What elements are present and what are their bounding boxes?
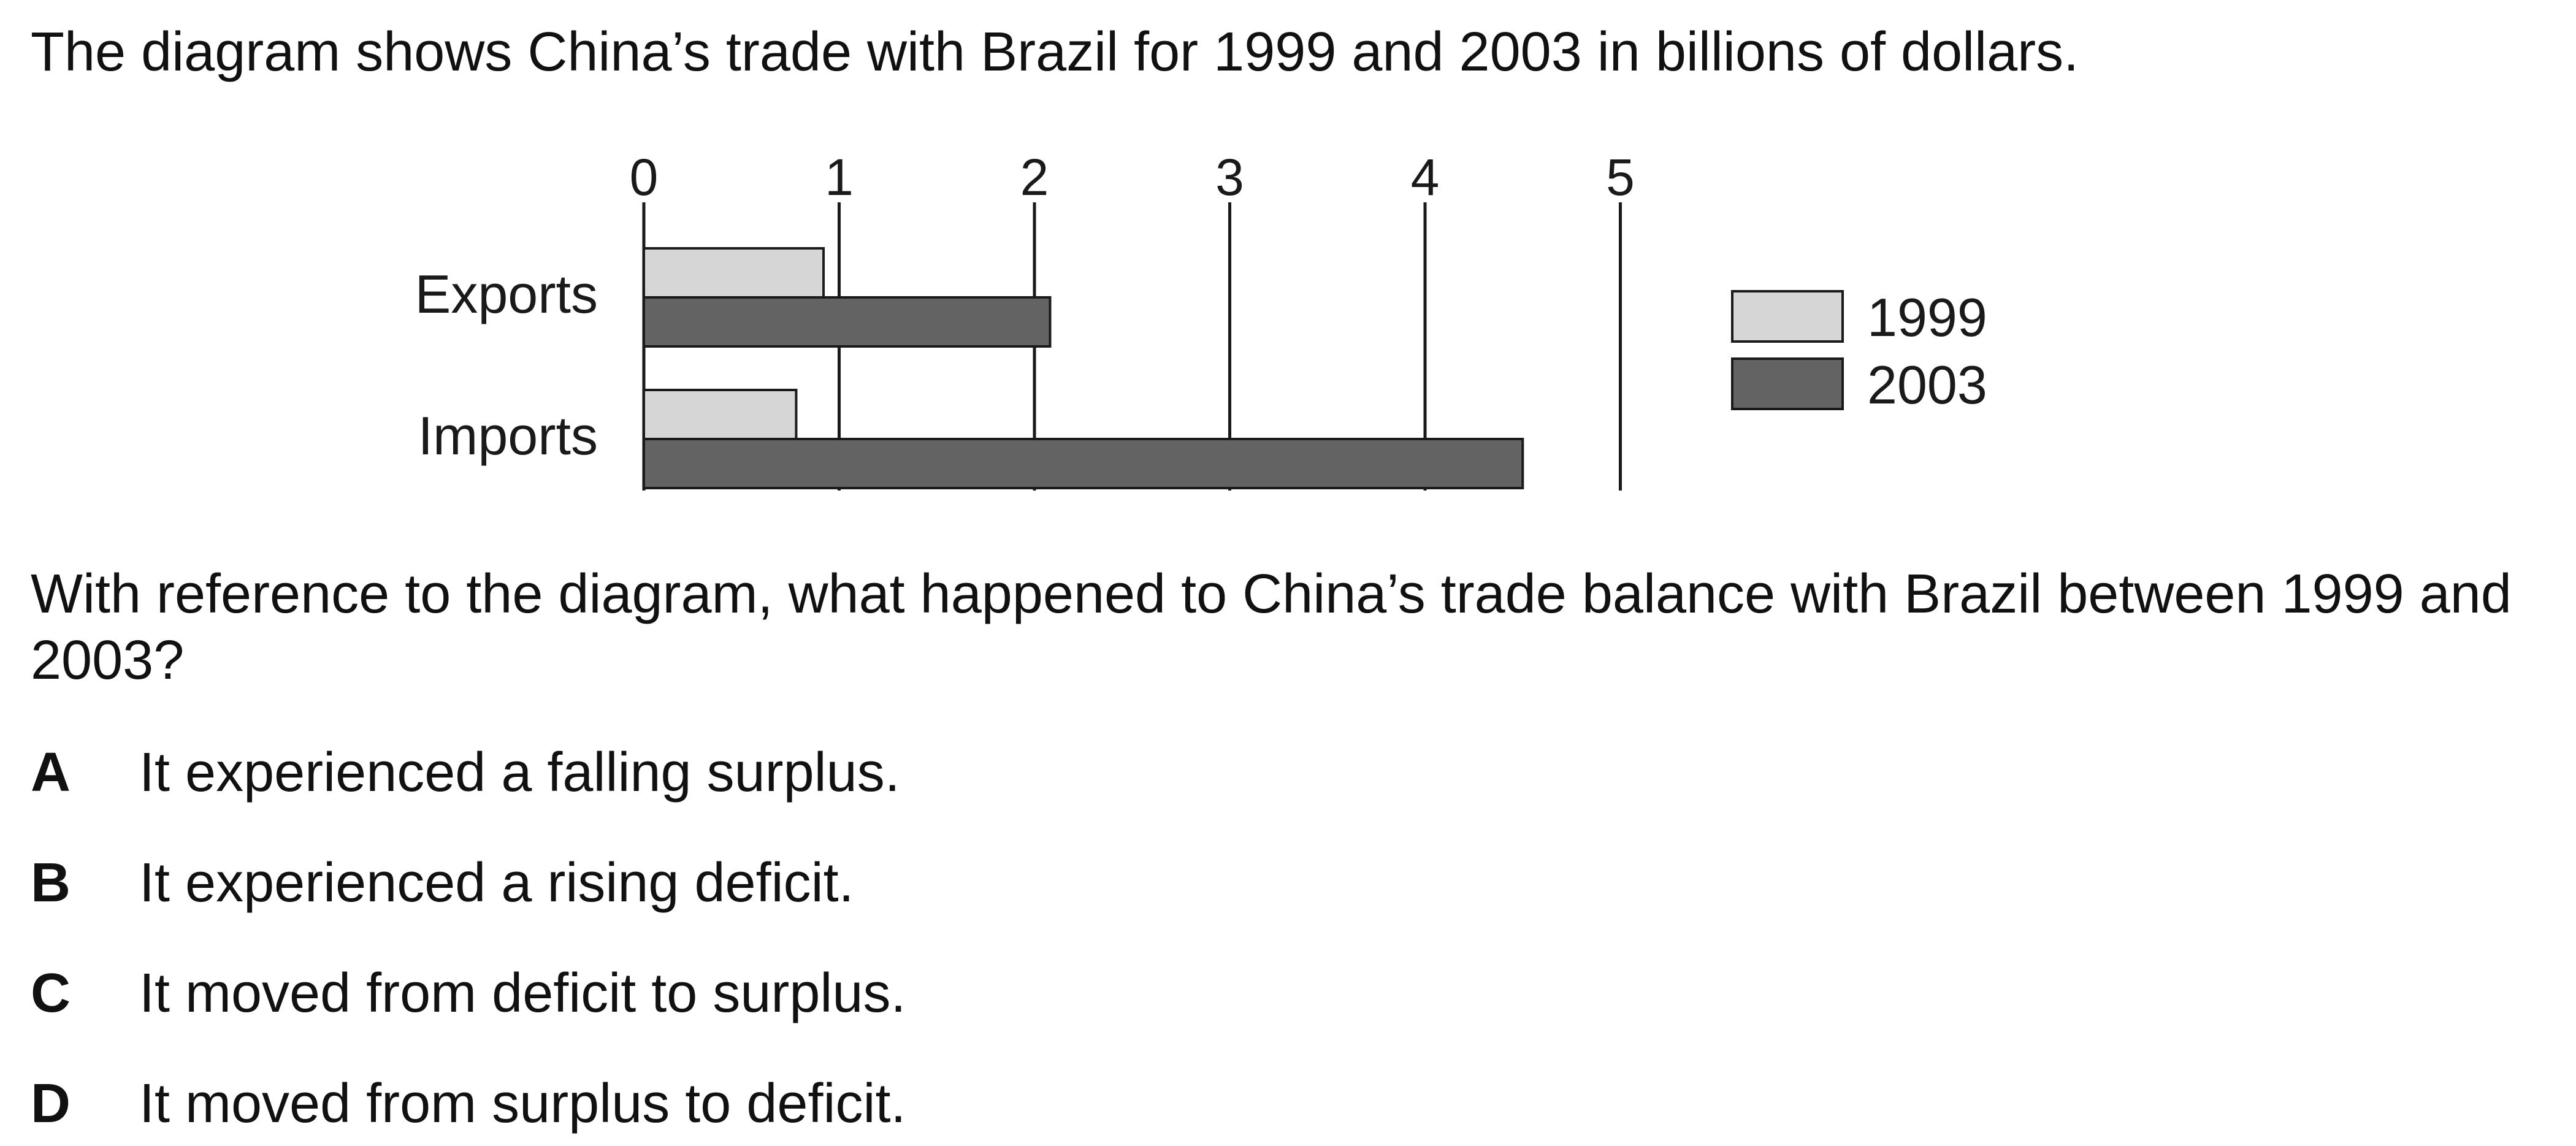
legend-swatch-1999 [1731, 290, 1844, 343]
legend-swatch-2003 [1731, 357, 1844, 410]
x-tick-label-4: 4 [1411, 148, 1440, 206]
option-c-letter: C [31, 963, 71, 1024]
option-d[interactable]: D It moved from surplus to deficit. [31, 1070, 906, 1137]
bar-imports-1999 [643, 389, 798, 440]
option-b-text: It experienced a rising deficit. [139, 852, 854, 914]
legend-label-1999: 1999 [1867, 287, 1987, 348]
option-a-letter: A [31, 742, 71, 803]
option-c[interactable]: C It moved from deficit to surplus. [31, 960, 906, 1027]
intro-text: The diagram shows China’s trade with Bra… [31, 21, 2079, 83]
option-b[interactable]: B It experienced a rising deficit. [31, 849, 854, 917]
category-label-imports: Imports [418, 405, 598, 466]
category-label-exports: Exports [415, 264, 598, 324]
option-c-text: It moved from deficit to surplus. [139, 963, 906, 1024]
option-a-text: It experienced a falling surplus. [139, 742, 900, 803]
legend-label-2003: 2003 [1867, 354, 1987, 415]
bar-imports-2003 [643, 438, 1524, 489]
x-tick-label-1: 1 [825, 148, 854, 206]
x-tick-label-2: 2 [1020, 148, 1049, 206]
bar-exports-2003 [643, 296, 1052, 348]
x-tick-label-3: 3 [1215, 148, 1244, 206]
question-text: With reference to the diagram, what happ… [31, 563, 2512, 691]
option-b-letter: B [31, 852, 71, 914]
bar-exports-1999 [643, 247, 825, 299]
option-d-text: It moved from surplus to deficit. [139, 1073, 906, 1134]
x-tick-label-5: 5 [1606, 148, 1635, 206]
option-a[interactable]: A It experienced a falling surplus. [31, 739, 900, 806]
x-tick-label-0: 0 [630, 148, 659, 206]
option-d-letter: D [31, 1073, 71, 1134]
